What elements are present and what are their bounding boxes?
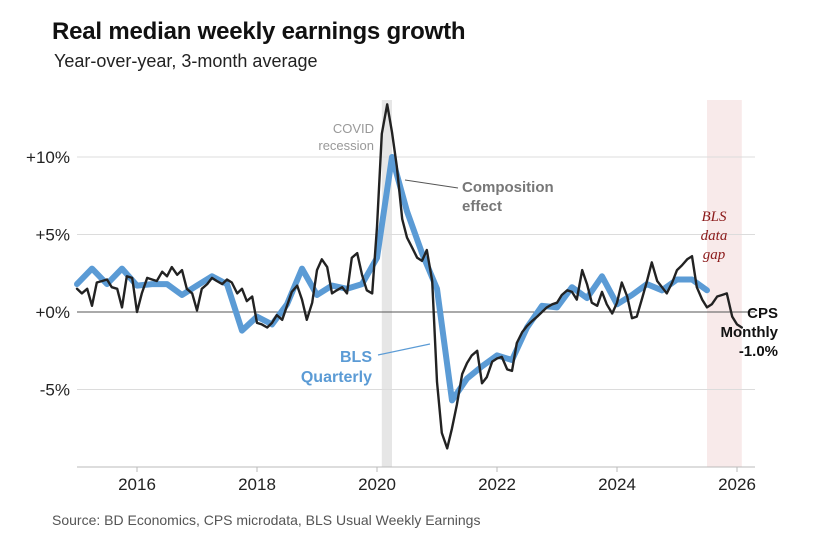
series-lines <box>74 103 743 450</box>
x-tick-label: 2020 <box>358 475 396 494</box>
cps-monthly-label-line2: Monthly <box>721 324 779 341</box>
x-tick-label: 2026 <box>718 475 756 494</box>
covid-recession-label-line1: COVID <box>333 121 374 136</box>
bls-data-gap-label-line2: data <box>701 228 728 244</box>
x-tick-label: 2016 <box>118 475 156 494</box>
bls-quarterly-label-line1: BLS <box>340 349 372 366</box>
composition-effect-label-line2: effect <box>462 198 502 215</box>
x-axis-ticks: 2016 2018 2020 2022 2024 2026 <box>118 467 756 494</box>
bls-quarterly-label-line2: Quarterly <box>301 369 372 386</box>
bls-quarterly-pointer <box>377 343 431 356</box>
y-tick-label: +10% <box>26 148 70 167</box>
x-tick-label: 2022 <box>478 475 516 494</box>
chart-title: Real median weekly earnings growth <box>52 18 466 45</box>
cps-monthly-label-line1: CPS <box>747 305 778 322</box>
shaded-region-bls-data-gap <box>707 100 742 467</box>
bls-data-gap-label-line3: gap <box>703 247 726 263</box>
y-tick-label: +5% <box>36 226 71 245</box>
composition-effect-label-line1: Composition <box>462 179 554 196</box>
chart-source: Source: BD Economics, CPS microdata, BLS… <box>52 512 481 528</box>
series-line-cps-monthly <box>75 103 743 450</box>
cps-monthly-label-line3: -1.0% <box>739 343 778 360</box>
chart-subtitle: Year-over-year, 3-month average <box>54 51 318 71</box>
x-tick-label: 2024 <box>598 475 636 494</box>
shaded-regions <box>381 100 742 467</box>
y-axis-ticks: +10% +5% +0% -5% <box>26 148 70 400</box>
composition-effect-pointer <box>404 179 459 189</box>
y-tick-label: -5% <box>40 381 70 400</box>
covid-recession-label-line2: recession <box>318 138 374 153</box>
series-line-bls-quarterly <box>74 154 710 404</box>
shaded-region-covid-recession <box>381 100 392 467</box>
bls-data-gap-label-line1: BLS <box>701 209 727 225</box>
y-tick-label: +0% <box>36 303 71 322</box>
x-tick-label: 2018 <box>238 475 276 494</box>
grid-lines <box>77 156 755 468</box>
